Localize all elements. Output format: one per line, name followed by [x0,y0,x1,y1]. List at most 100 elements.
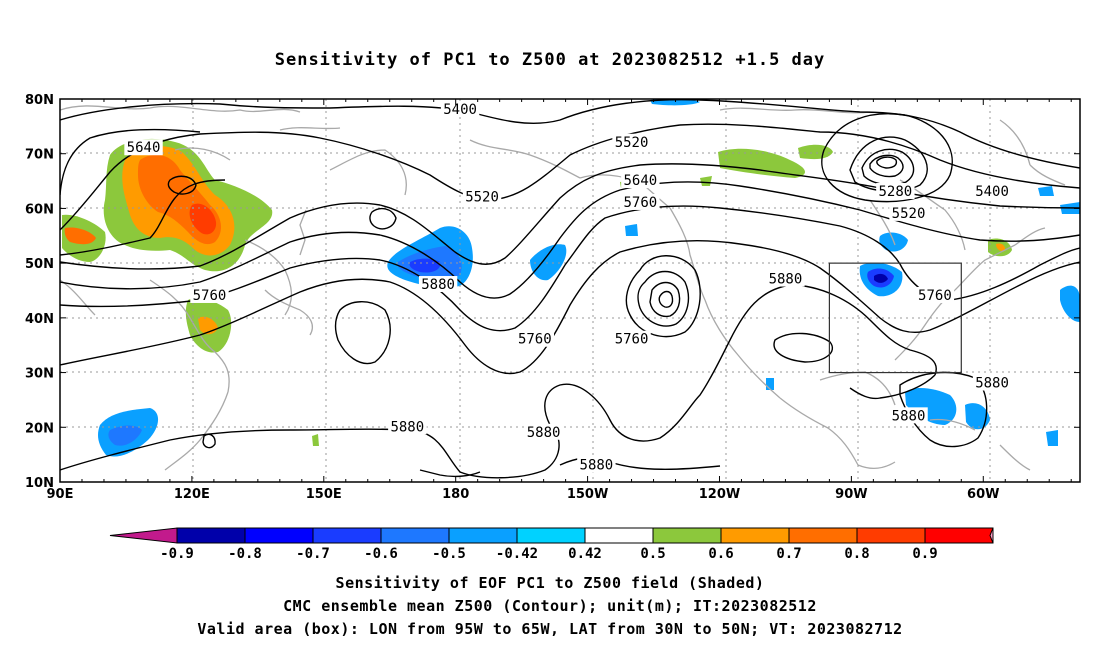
contour-label: 5400 [443,102,477,118]
contour-label-bg [577,456,616,473]
positive-sensitivity-area [700,176,712,186]
colorbar-swatch [312,527,382,544]
colorbar-swatch [244,527,314,544]
contour-label: 5520 [892,206,926,222]
contour-label: 5520 [465,189,499,205]
colorbar-label: -0.9 [160,546,194,562]
lat-label: 30N [25,367,54,382]
contour-label: 5880 [975,376,1009,392]
colorbar-swatch [584,527,654,544]
axis-labels: 90E 120E 150E 180 150W 120W 90W 60W 80N 70N 60N 50N… [25,93,999,502]
contour-label: 5880 [527,425,561,441]
colorbar-swatch [788,527,858,544]
positive-sensitivity-area [996,243,1006,252]
negative-sensitivity-area [874,273,888,283]
contour-label-bg [124,139,163,156]
contour-label-bg [915,286,955,303]
contour-label-bg [972,183,1012,200]
contour-label: 5760 [518,332,552,348]
contour-label-bg [515,330,555,347]
contour-label-bg [440,100,480,117]
contour-label-bg [766,270,805,287]
contour-label-bg [612,133,651,150]
contour-label-bg [190,286,229,303]
plot-title: Sensitivity of PC1 to Z500 at 2023082512… [274,50,826,70]
contour-label-bg [612,330,651,347]
contour-label: 5880 [892,408,926,424]
contour-label: 5760 [615,332,649,348]
positive-sensitivity-area [64,227,96,245]
contour-label-bg [462,188,502,205]
colorbar-swatch [924,527,994,544]
contour-labels: 5400 5640 5520 5520 5640 5760 5280 5400 5520 5760… [124,100,1012,474]
contour-label: 5520 [615,135,649,151]
colorbar-extend-high [989,527,994,544]
lon-label: 150E [306,487,342,502]
contour-label-bg [621,172,660,189]
lon-label: 60W [967,487,999,502]
lat-label: 20N [25,421,54,436]
contour-label: 5880 [769,272,803,288]
positive-sensitivity-area [189,203,217,235]
negative-sensitivity-area [625,224,638,236]
colorbar-label: 0.8 [844,546,869,562]
lon-label: 150W [567,487,608,502]
negative-sensitivity-area [1046,430,1058,446]
lat-label: 60N [25,202,54,217]
contour-label: 5760 [918,288,952,304]
colorbar-label: -0.7 [296,546,330,562]
colorbar-swatch [720,527,790,544]
sensitivity-shading [62,99,1080,457]
contour-label: 5880 [421,277,455,293]
contour-label: 5640 [623,173,657,189]
colorbar-label: -0.42 [496,546,538,562]
contour-label: 5760 [193,288,227,304]
colorbar-swatch [448,527,518,544]
lat-label: 50N [25,257,54,272]
contour-label-bg [889,204,928,221]
contour-label: 5640 [127,140,161,156]
colorbar-label: 0.6 [708,546,733,562]
colorbar-label: 0.42 [568,546,602,562]
lon-label: 120W [699,487,740,502]
contour-label: 5880 [580,458,614,474]
lat-label: 10N [25,476,54,491]
valid-area-box [828,262,962,374]
colorbar-swatch [380,527,450,544]
contour-label-bg [524,423,563,440]
colorbar-swatch [856,527,926,544]
positive-sensitivity-area [718,148,806,178]
colorbar-label: -0.6 [364,546,398,562]
axis-ticks [59,98,1080,483]
negative-sensitivity-area [409,258,441,273]
contour-label-bg [418,276,458,293]
positive-sensitivity-area [312,434,319,446]
grid-lines [60,99,1080,482]
colorbar-label: 0.7 [776,546,801,562]
contour-label-bg [972,374,1012,391]
negative-sensitivity-area [530,244,567,281]
caption-line-2: CMC ensemble mean Z500 (Contour); unit(m… [283,597,817,615]
negative-sensitivity-area [965,403,990,430]
colorbar-label: 0.9 [912,546,937,562]
contour-label-bg [388,418,427,435]
colorbar-extend-low [109,527,178,544]
colorbar-label: -0.5 [432,546,466,562]
lon-label: 90E [47,487,74,502]
negative-sensitivity-area [1038,186,1054,196]
colorbar-swatch [176,527,246,544]
negative-sensitivity-area [905,388,957,425]
colorbar-swatch [516,527,586,544]
lat-label: 40N [25,312,54,327]
contour-label: 5400 [975,184,1009,200]
caption-line-3: Valid area (box): LON from 95W to 65W, L… [197,620,903,638]
contour-label: 5880 [390,419,424,435]
contour-label-bg [621,193,660,210]
colorbar-swatch [652,527,722,544]
lon-label: 120E [174,487,210,502]
contour-label-bg [889,407,928,424]
lat-label: 70N [25,148,54,163]
colorbar-label: 0.5 [640,546,665,562]
